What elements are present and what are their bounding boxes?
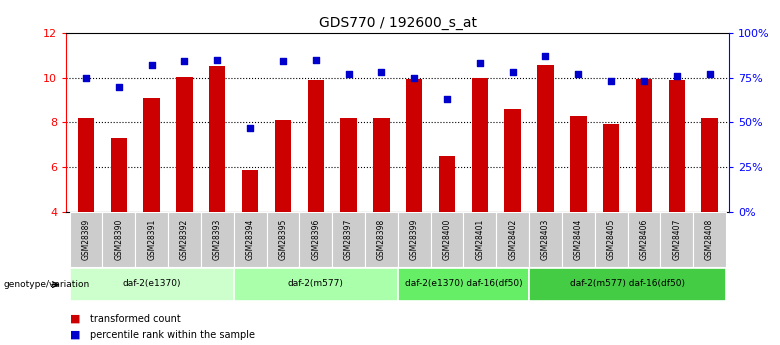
Text: GSM28392: GSM28392	[180, 219, 189, 260]
Bar	[373, 118, 389, 212]
Text: GSM28402: GSM28402	[509, 219, 517, 260]
Bar	[636, 79, 652, 212]
Bar	[496, 212, 529, 267]
Point	[408, 75, 420, 80]
Bar	[406, 79, 423, 212]
Bar	[275, 120, 291, 212]
Bar	[439, 156, 456, 212]
Bar	[234, 268, 398, 301]
Point	[506, 69, 519, 75]
Point	[244, 125, 257, 131]
Bar	[529, 212, 562, 267]
Point	[80, 75, 92, 80]
Bar	[431, 212, 463, 267]
Text: GSM28400: GSM28400	[442, 219, 452, 260]
Text: GSM28396: GSM28396	[311, 219, 321, 260]
Bar	[307, 80, 324, 212]
Bar	[505, 109, 521, 212]
Point	[112, 84, 125, 89]
Bar	[628, 212, 661, 267]
Point	[310, 57, 322, 62]
Point	[638, 78, 651, 84]
Bar	[701, 118, 718, 212]
Bar	[365, 212, 398, 267]
Text: GSM28395: GSM28395	[278, 219, 287, 260]
Bar	[201, 212, 234, 267]
Text: genotype/variation: genotype/variation	[4, 280, 90, 289]
Point	[605, 78, 618, 84]
Text: GSM28407: GSM28407	[672, 219, 681, 260]
Text: GSM28394: GSM28394	[246, 219, 254, 260]
Bar	[570, 116, 587, 212]
Text: GSM28398: GSM28398	[377, 219, 386, 260]
Point	[539, 53, 551, 59]
Bar	[300, 212, 332, 267]
Text: ■: ■	[70, 314, 80, 324]
Bar	[242, 169, 258, 212]
Text: percentile rank within the sample: percentile rank within the sample	[90, 330, 255, 339]
Point	[671, 73, 683, 79]
Bar	[603, 124, 619, 212]
Text: GSM28390: GSM28390	[115, 219, 123, 260]
Text: GSM28397: GSM28397	[344, 219, 353, 260]
Text: GSM28393: GSM28393	[213, 219, 222, 260]
Text: GSM28403: GSM28403	[541, 219, 550, 260]
Text: ■: ■	[70, 330, 80, 339]
Bar	[144, 98, 160, 212]
Text: GSM28389: GSM28389	[81, 219, 90, 260]
Point	[572, 71, 584, 77]
Point	[375, 69, 388, 75]
Point	[342, 71, 355, 77]
Bar	[168, 212, 201, 267]
Bar	[594, 212, 628, 267]
Bar	[661, 212, 693, 267]
Text: GSM28406: GSM28406	[640, 219, 648, 260]
Point	[473, 60, 486, 66]
Bar	[176, 77, 193, 212]
Text: GSM28408: GSM28408	[705, 219, 714, 260]
Bar	[668, 80, 685, 212]
Bar	[78, 118, 94, 212]
Bar	[463, 212, 496, 267]
Bar	[332, 212, 365, 267]
Bar	[472, 78, 488, 212]
Text: GSM28399: GSM28399	[410, 219, 419, 260]
Bar	[135, 212, 168, 267]
Text: daf-2(e1370) daf-16(df50): daf-2(e1370) daf-16(df50)	[405, 279, 523, 288]
Bar	[398, 212, 431, 267]
Point	[145, 62, 158, 68]
Text: daf-2(m577) daf-16(df50): daf-2(m577) daf-16(df50)	[570, 279, 685, 288]
Bar	[267, 212, 300, 267]
Point	[277, 59, 289, 64]
Bar	[102, 212, 135, 267]
Bar	[398, 268, 529, 301]
Bar	[234, 212, 267, 267]
Title: GDS770 / 192600_s_at: GDS770 / 192600_s_at	[319, 16, 477, 30]
Text: GSM28404: GSM28404	[574, 219, 583, 260]
Text: daf-2(m577): daf-2(m577)	[288, 279, 344, 288]
Bar	[340, 118, 356, 212]
Bar	[537, 65, 554, 212]
Bar	[111, 138, 127, 212]
Point	[441, 96, 453, 102]
Bar	[69, 268, 234, 301]
Text: GSM28391: GSM28391	[147, 219, 156, 260]
Text: GSM28401: GSM28401	[475, 219, 484, 260]
Bar	[529, 268, 726, 301]
Bar	[69, 212, 102, 267]
Point	[704, 71, 716, 77]
Bar	[209, 66, 225, 212]
Text: GSM28405: GSM28405	[607, 219, 615, 260]
Point	[178, 59, 190, 64]
Bar	[693, 212, 726, 267]
Point	[211, 57, 224, 62]
Text: transformed count: transformed count	[90, 314, 180, 324]
Text: daf-2(e1370): daf-2(e1370)	[122, 279, 181, 288]
Bar	[562, 212, 594, 267]
